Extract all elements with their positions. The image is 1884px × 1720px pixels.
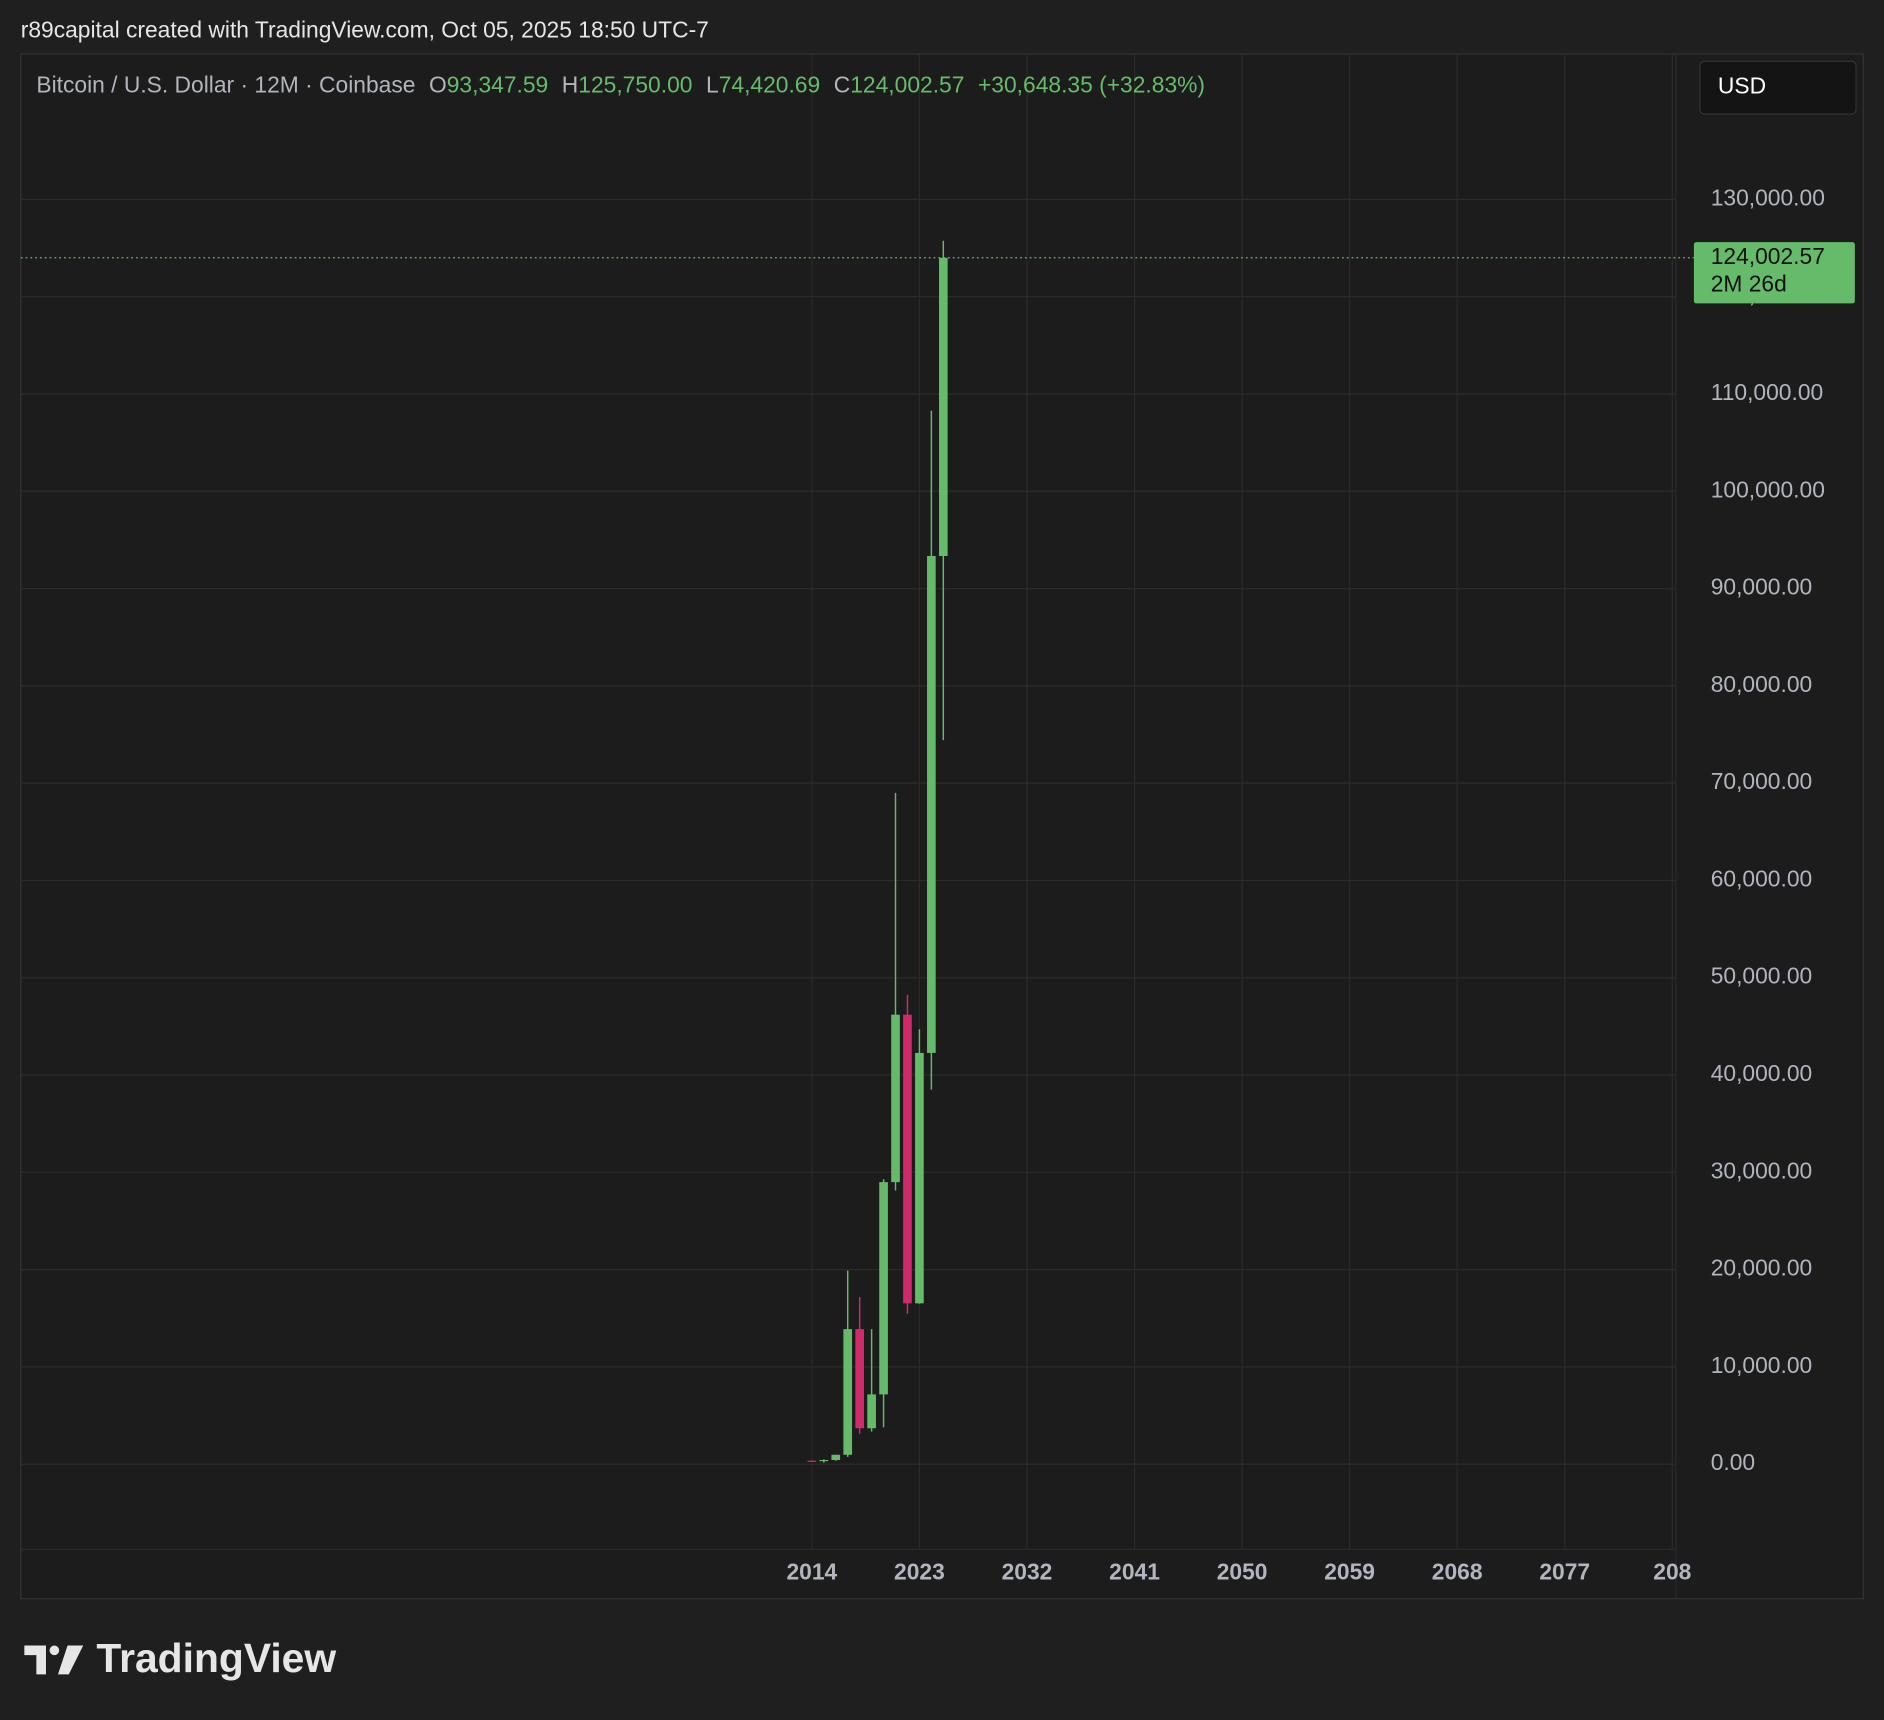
candle-body xyxy=(903,1014,912,1304)
x-tick-label: 2059 xyxy=(1324,1558,1375,1584)
x-tick-label: 2077 xyxy=(1539,1558,1590,1584)
change: +30,648.35 (+32.83%) xyxy=(978,72,1205,98)
logo-shape xyxy=(57,1645,84,1675)
symbol: Bitcoin / U.S. Dollar · 12M · Coinbase xyxy=(36,72,415,98)
candle-body xyxy=(927,555,936,1053)
candle-body xyxy=(891,1014,900,1183)
candle-body xyxy=(843,1329,853,1455)
candle-body xyxy=(867,1394,876,1429)
y-tick-label: 70,000.00 xyxy=(1711,768,1813,794)
x-tick-label: 2032 xyxy=(1002,1558,1053,1584)
currency-button[interactable] xyxy=(1699,60,1857,115)
y-tick-label: 20,000.00 xyxy=(1711,1255,1813,1281)
brand: TradingView xyxy=(96,1635,336,1681)
y-tick-label: 50,000.00 xyxy=(1711,963,1813,989)
x-tick-label: 2050 xyxy=(1217,1558,1268,1584)
candle-body xyxy=(938,257,948,556)
y-tick-label: 30,000.00 xyxy=(1711,1157,1813,1183)
currency[interactable]: USD xyxy=(1718,73,1766,99)
candle-body xyxy=(831,1454,841,1460)
y-tick-label: 80,000.00 xyxy=(1711,671,1813,697)
open-label: O xyxy=(429,72,447,98)
attribution: r89capital created with TradingView.com,… xyxy=(21,16,709,42)
price-tag-countdown: 2M 26d xyxy=(1711,270,1787,296)
x-tick-label: 208 xyxy=(1653,1558,1691,1584)
price-tag xyxy=(1693,242,1855,304)
price-tag-price: 124,002.57 xyxy=(1711,243,1825,269)
y-tick-label: 110,000.00 xyxy=(1711,379,1823,405)
x-tick-label: 2023 xyxy=(894,1558,945,1584)
candle-body xyxy=(879,1182,888,1395)
x-tick-label: 2041 xyxy=(1109,1558,1160,1584)
brand-logo xyxy=(24,1645,84,1675)
y-tick-label: 90,000.00 xyxy=(1711,574,1813,600)
candle-body xyxy=(915,1052,924,1304)
ohlc-legend: Bitcoin / U.S. Dollar · 12M · Coinbase O… xyxy=(36,72,1205,98)
open-value: 93,347.59 xyxy=(447,72,549,98)
x-tick-label: 2014 xyxy=(786,1558,837,1584)
y-tick-label: 40,000.00 xyxy=(1711,1060,1813,1086)
candle-body xyxy=(819,1459,829,1462)
candle-body xyxy=(807,1460,817,1462)
y-tick-label: 0.00 xyxy=(1711,1449,1755,1475)
close-value: 124,002.57 xyxy=(850,72,964,98)
y-tick-label: 100,000.00 xyxy=(1711,476,1825,502)
high-value: 125,750.00 xyxy=(578,72,692,98)
low-label: L xyxy=(706,72,719,98)
logo-shape xyxy=(24,1645,46,1675)
logo-shape xyxy=(49,1645,60,1656)
x-tick-label: 2068 xyxy=(1432,1558,1483,1584)
close-label: C xyxy=(834,72,850,98)
y-tick-label: 60,000.00 xyxy=(1711,865,1813,891)
y-tick-label: 130,000.00 xyxy=(1711,184,1825,210)
y-tick-label: 10,000.00 xyxy=(1711,1352,1813,1378)
high-label: H xyxy=(562,72,578,98)
low-value: 74,420.69 xyxy=(719,72,821,98)
candle-body xyxy=(855,1329,864,1429)
